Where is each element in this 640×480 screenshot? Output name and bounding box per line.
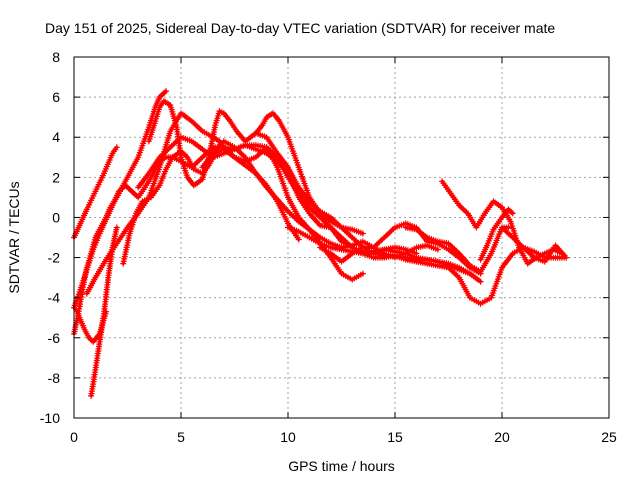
x-tick-label: 15: [387, 429, 403, 445]
x-tick-label: 20: [494, 429, 510, 445]
y-tick-label: -2: [48, 250, 61, 266]
data-marker: [477, 278, 484, 285]
data-marker: [563, 254, 570, 261]
x-tick-label: 5: [177, 429, 185, 445]
y-tick-label: -10: [40, 410, 60, 426]
data-marker: [163, 88, 169, 95]
plot-area: [71, 88, 570, 399]
y-tick-label: 0: [52, 209, 60, 225]
data-marker: [505, 224, 512, 231]
x-tick-label: 10: [280, 429, 296, 445]
axis-ticks: 0 5 10 15 20 25 -10 -8 -6 -4 -2 0 2 4 6 8: [40, 49, 617, 445]
y-tick-label: 2: [52, 169, 60, 185]
y-tick-label: -8: [48, 370, 61, 386]
data-marker: [295, 236, 302, 243]
series-track-11: [252, 110, 366, 237]
x-axis-label: GPS time / hours: [288, 458, 395, 474]
series-track-1: [71, 144, 120, 241]
series-track-6: [83, 110, 568, 307]
x-tick-label: 25: [601, 429, 617, 445]
y-axis-label: SDTVAR / TECUs: [6, 181, 22, 293]
y-tick-label: 4: [52, 129, 60, 145]
y-tick-label: 6: [52, 89, 60, 105]
y-tick-label: -6: [48, 330, 61, 346]
series-track-17: [499, 224, 570, 265]
data-marker: [113, 144, 120, 151]
series-line: [85, 111, 566, 306]
grid: [74, 57, 609, 418]
plot-frame: [73, 56, 610, 419]
series-track-15: [439, 178, 565, 267]
data-marker: [434, 246, 441, 253]
data-marker: [466, 270, 473, 277]
data-marker: [113, 224, 120, 231]
data-marker: [359, 230, 366, 237]
data-marker: [359, 270, 366, 277]
y-tick-label: 8: [52, 49, 60, 65]
data-marker: [509, 210, 516, 217]
series-track-16: [477, 206, 516, 263]
y-tick-label: -4: [48, 290, 61, 306]
series-track-7: [145, 98, 420, 257]
chart-title: Day 151 of 2025, Sidereal Day-to-day VTE…: [45, 20, 555, 36]
x-tick-label: 0: [70, 429, 78, 445]
